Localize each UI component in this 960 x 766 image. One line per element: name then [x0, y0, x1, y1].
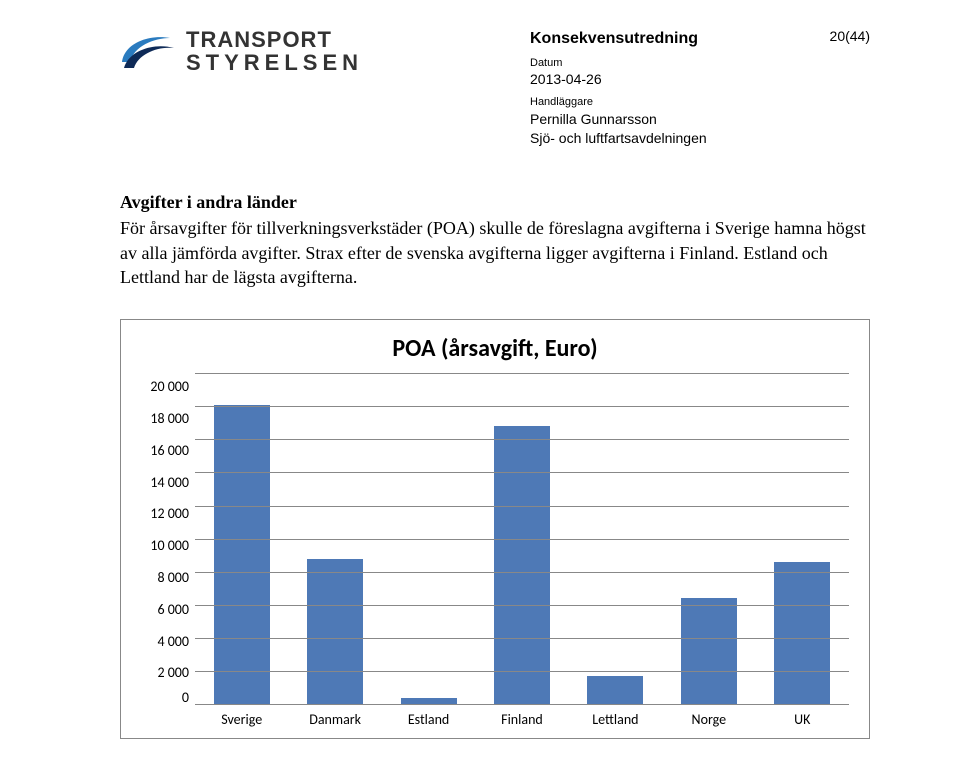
chart-ytick: 18 000 [150, 412, 189, 426]
page: 20(44) TRANSPORT STYRELSEN Konsekvensutr… [0, 0, 960, 766]
logo-line2: STYRELSEN [186, 51, 363, 74]
chart-gridline [195, 373, 849, 374]
header: TRANSPORT STYRELSEN Konsekvensutredning … [120, 28, 870, 148]
chart-bar [494, 426, 550, 704]
chart-ytick: 14 000 [150, 476, 189, 490]
chart-gridline [195, 406, 849, 407]
chart-bar [587, 676, 643, 704]
chart-xlabel: Danmark [288, 705, 381, 728]
section-heading: Avgifter i andra länder [120, 190, 870, 214]
chart-bar [214, 405, 270, 705]
document-meta: Konsekvensutredning Datum 2013-04-26 Han… [530, 28, 870, 148]
department-value: Sjö- och luftfartsavdelningen [530, 129, 870, 148]
chart-xaxis: SverigeDanmarkEstlandFinlandLettlandNorg… [195, 705, 849, 728]
chart-plot-inner [195, 373, 849, 705]
chart-container: POA (årsavgift, Euro) 20 000 18 000 16 000… [120, 319, 870, 739]
chart-ytick: 4 000 [157, 635, 189, 649]
chart-title: POA (årsavgift, Euro) [141, 334, 849, 363]
chart-bar [401, 698, 457, 705]
label-date: Datum [530, 56, 870, 71]
chart-xlabel: Lettland [569, 705, 662, 728]
logo-line1: TRANSPORT [186, 28, 363, 51]
chart-gridline [195, 472, 849, 473]
chart-ytick: 2 000 [157, 666, 189, 680]
doc-type: Konsekvensutredning [530, 28, 870, 50]
chart-gridline [195, 605, 849, 606]
label-handler: Handläggare [530, 95, 870, 110]
date-value: 2013-04-26 [530, 70, 870, 89]
chart-area: 20 000 18 000 16 000 14 000 12 000 10 000 8 00… [141, 373, 849, 728]
chart-ytick: 20 000 [150, 380, 189, 394]
chart-bar [774, 562, 830, 704]
chart-bar [681, 598, 737, 704]
chart-xlabel: Norge [662, 705, 755, 728]
chart-xlabel: Finland [475, 705, 568, 728]
chart-ytick: 8 000 [157, 571, 189, 585]
chart-gridline [195, 638, 849, 639]
chart-plot: 20 000 18 000 16 000 14 000 12 000 10 000 8 00… [141, 373, 849, 705]
chart-bar [307, 559, 363, 705]
chart-gridline [195, 704, 849, 705]
logo-swoosh-icon [120, 28, 176, 74]
handler-value: Pernilla Gunnarsson [530, 110, 870, 129]
body-text: Avgifter i andra länder För årsavgifter … [120, 190, 870, 289]
chart-gridline [195, 539, 849, 540]
section-paragraph: För årsavgifter för tillverkningsverkstä… [120, 216, 870, 289]
chart-xlabel: Sverige [195, 705, 288, 728]
logo-text: TRANSPORT STYRELSEN [186, 28, 363, 74]
chart-ytick: 12 000 [150, 507, 189, 521]
chart-xlabel: UK [756, 705, 849, 728]
chart-gridline [195, 439, 849, 440]
chart-gridline [195, 671, 849, 672]
chart-yaxis: 20 000 18 000 16 000 14 000 12 000 10 000 8 00… [141, 373, 195, 705]
chart-ytick: 10 000 [150, 539, 189, 553]
chart-gridline [195, 572, 849, 573]
chart-xlabel: Estland [382, 705, 475, 728]
chart-ytick: 0 [182, 691, 189, 705]
chart-gridline [195, 506, 849, 507]
page-number: 20(44) [830, 28, 870, 44]
chart-ytick: 6 000 [157, 603, 189, 617]
logo: TRANSPORT STYRELSEN [120, 28, 363, 74]
chart-ytick: 16 000 [150, 444, 189, 458]
